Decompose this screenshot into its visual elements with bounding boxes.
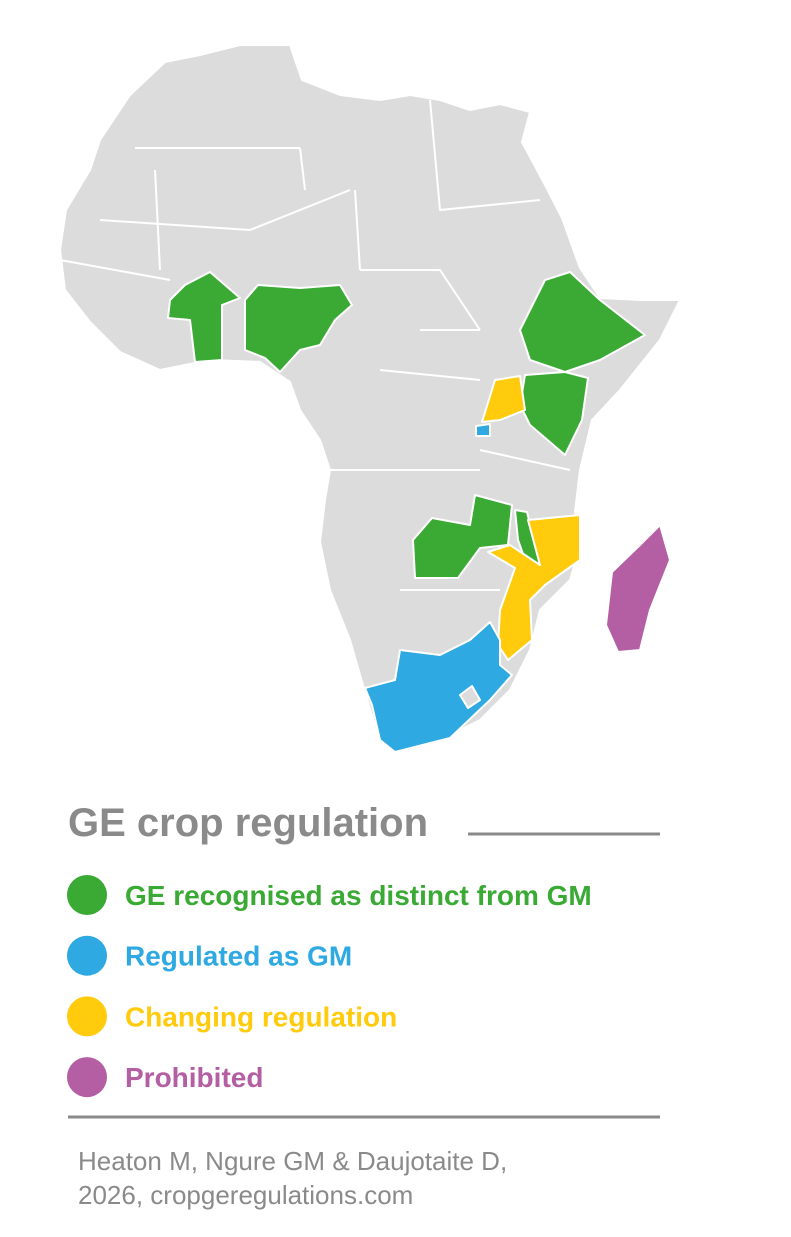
map: [59, 44, 681, 753]
region: [487, 514, 581, 661]
region: [475, 423, 491, 437]
region: [364, 621, 513, 753]
borders: [59, 99, 571, 591]
legend-swatch: [67, 1057, 107, 1098]
legend: GE recognised as distinct from GM Regulat…: [67, 875, 592, 1098]
legend-swatch: [67, 996, 107, 1037]
legend-swatch: [67, 875, 107, 915]
legend-swatch: [67, 935, 107, 976]
legend-label: Prohibited: [125, 1062, 263, 1093]
source-line: Heaton M, Ngure GM & Daujotaite D,: [78, 1146, 507, 1176]
region: [481, 375, 526, 423]
legend-label: Regulated as GM: [125, 941, 352, 972]
region: [244, 284, 353, 373]
region: [167, 271, 241, 363]
enclave: [459, 685, 481, 709]
region: [412, 494, 513, 579]
legend-label: GE recognised as distinct from GM: [125, 880, 592, 911]
africa: [59, 44, 681, 753]
legend-title: GE crop regulation: [68, 801, 428, 845]
region: [519, 271, 646, 373]
legend-label: Changing regulation: [125, 1001, 397, 1032]
region: [605, 524, 671, 653]
source-line: 2026, cropgeregulations.com: [78, 1180, 413, 1210]
